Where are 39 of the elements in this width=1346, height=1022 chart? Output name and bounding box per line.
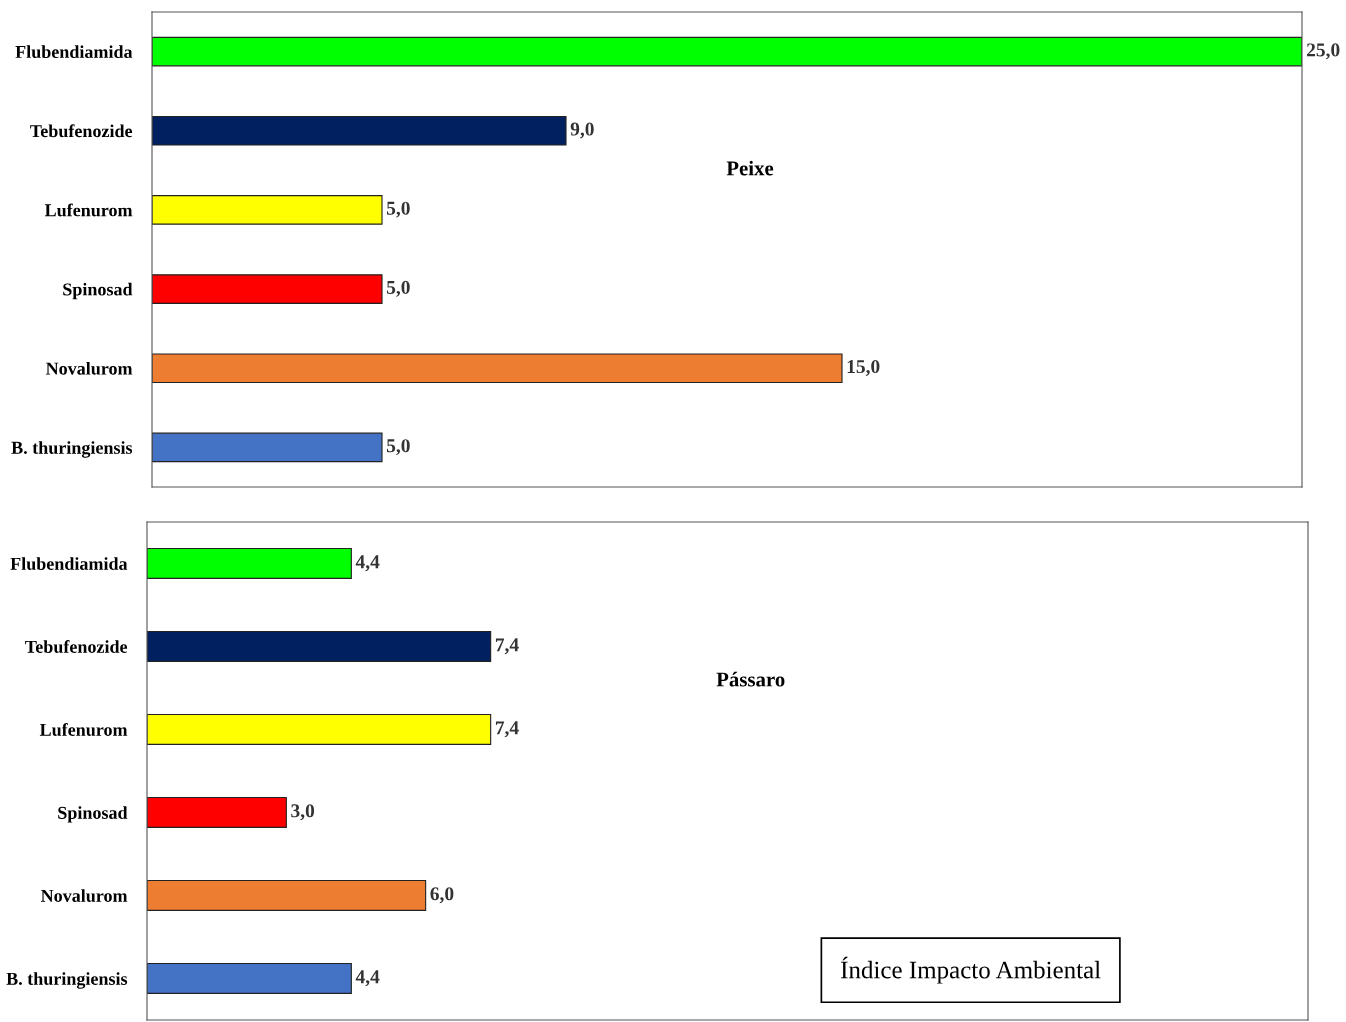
- y-tick-label: Flubendiamida: [15, 45, 133, 59]
- bar: [147, 879, 427, 911]
- bar: [152, 353, 843, 384]
- text: Peixe: [726, 160, 774, 176]
- y-tick-label: Lufenurom: [39, 723, 128, 736]
- bar: [152, 115, 567, 146]
- data-label: 7,4: [495, 638, 519, 655]
- y-tick-label: Spinosad: [58, 806, 128, 823]
- data-label: 5,0: [386, 280, 410, 297]
- text: Pássaro: [716, 671, 785, 687]
- data-label: 3,0: [291, 804, 315, 821]
- y-tick-label: Tebufenozide: [25, 640, 128, 653]
- bar: [147, 962, 352, 994]
- bar: [152, 36, 1302, 67]
- y-tick-label: Flubendiamida: [10, 557, 128, 570]
- bar: [147, 547, 352, 579]
- data-label: 25,0: [1306, 43, 1340, 60]
- data-label: 15,0: [847, 360, 880, 376]
- data-label: 4,4: [355, 555, 380, 572]
- data-label: 7,4: [495, 721, 519, 738]
- data-label: 5,0: [386, 439, 410, 456]
- y-tick-label: Novalurom: [45, 361, 133, 375]
- bar: [152, 274, 383, 304]
- data-label: 6,0: [430, 887, 454, 904]
- bar: [147, 713, 492, 745]
- data-label: 4,4: [355, 970, 380, 987]
- bar: [152, 432, 383, 463]
- data-label: 5,0: [386, 201, 410, 218]
- y-tick-label: Novalurom: [40, 889, 128, 902]
- bar: [147, 630, 492, 662]
- y-tick-label: Tebufenozide: [30, 124, 133, 138]
- y-tick-label: Spinosad: [63, 282, 133, 300]
- y-tick-label: B. thuringiensis: [11, 441, 133, 458]
- bar: [147, 796, 287, 828]
- y-tick-label: B. thuringiensis: [6, 972, 128, 989]
- y-tick-label: Lufenurom: [44, 203, 133, 217]
- annotation: Índice Impacto Ambiental: [841, 956, 1101, 984]
- data-label: 9,0: [570, 122, 594, 139]
- bar: [152, 195, 383, 225]
